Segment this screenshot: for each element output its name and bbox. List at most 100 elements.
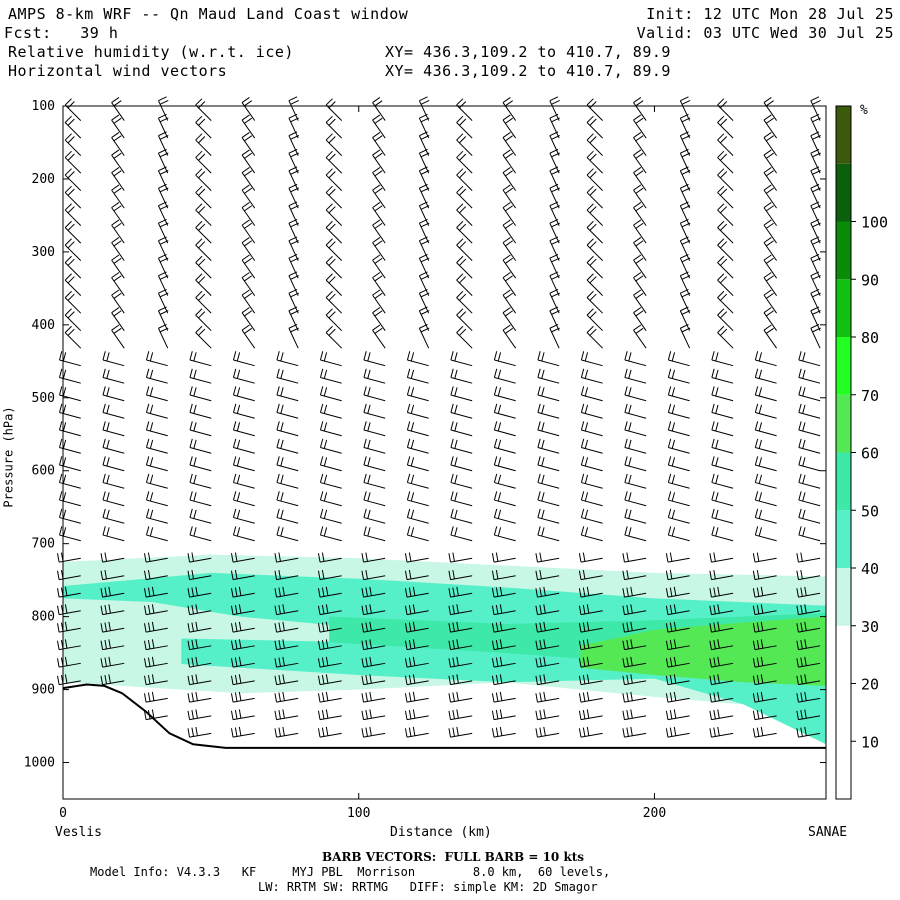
wind-barb [491,726,516,738]
colorbar-swatch [836,510,851,568]
wind-barb [717,185,734,209]
x-tick-label: 0 [59,806,67,821]
wind-barb [624,421,647,437]
wind-barb [622,569,647,581]
wind-barb [325,185,343,209]
wind-barb [580,351,603,367]
wind-barb [456,255,473,279]
wind-barb [798,491,821,507]
wind-barb [493,491,516,507]
wind-barb [502,96,517,121]
wind-barb [145,526,168,542]
wind-barb [187,552,212,563]
wind-barb [796,709,821,721]
wind-barb [372,219,386,244]
colorbar-swatch [836,394,851,453]
wind-barb [404,674,429,686]
wind-barb [325,308,343,332]
wind-barb [624,508,647,524]
wind-barb [667,526,690,542]
wind-barb [549,113,560,139]
wind-barb [796,674,821,686]
wind-barb [363,351,386,367]
wind-barb [796,586,821,598]
wind-barb [549,271,560,296]
wind-barb [230,726,255,738]
wind-barb [145,421,168,437]
wind-barb [187,586,212,598]
wind-barb [586,98,603,121]
wind-barb [363,473,386,489]
wind-barb [711,386,734,402]
wind-barb [754,421,777,437]
wind-barb [491,552,516,563]
wind-barb [810,183,821,209]
wind-barb [232,368,255,384]
wind-barb [665,656,690,668]
wind-barb [763,254,778,279]
wind-barb [241,237,256,261]
wind-barb [763,167,778,191]
wind-barb [406,403,429,419]
wind-barb [145,351,168,367]
wind-barb [448,604,473,616]
colorbar-label: 60 [861,445,879,463]
wind-barb [418,113,430,139]
wind-barb [187,656,212,668]
wind-barb [64,98,82,121]
wind-barb [230,709,255,721]
wind-barb [752,552,777,563]
wind-barb [187,726,212,738]
wind-barb [796,639,821,651]
wind-barb [195,185,212,209]
wind-barb [406,438,429,454]
colorbar-swatch [836,279,851,337]
wind-barb [810,323,821,349]
wind-barb [810,218,821,244]
wind-barb [189,403,212,419]
wind-barb [763,237,778,261]
wind-barb [580,438,603,454]
wind-barb [372,149,386,174]
wind-barb [711,421,734,437]
wind-barb [798,438,821,454]
colorbar-swatch [836,625,851,684]
wind-barb [665,726,690,738]
wind-barb [450,421,473,437]
wind-barb [549,131,560,156]
wind-barb [810,271,821,296]
wind-barb [276,351,299,367]
wind-barb [372,307,386,331]
wind-barb [798,421,821,437]
wind-barb [145,403,168,419]
wind-barb [195,98,212,121]
wind-barb [448,552,473,563]
wind-barb [64,203,82,226]
wind-barb [317,726,342,738]
wind-barb [633,307,647,331]
wind-barb [763,219,778,244]
wind-barb [288,271,299,296]
wind-barb [763,149,778,174]
wind-barb [241,324,256,349]
wind-barb [274,674,299,686]
wind-barb [810,253,821,279]
x-axis-ticks: 0 100 200 [59,106,666,821]
wind-barb [241,202,256,226]
wind-barb [145,508,168,524]
wind-barb [406,456,429,472]
wind-barb [633,114,647,139]
wind-barb [274,621,299,633]
wind-barb [586,133,603,156]
wind-barb [711,526,734,542]
y-tick-label: 1000 [24,756,55,771]
wind-barb [624,456,647,472]
wind-barb [535,691,560,703]
x-axis-title: Distance (km) [390,825,492,840]
wind-barb [586,115,603,139]
wind-barb [64,185,82,209]
wind-barb [754,438,777,454]
wind-barb [754,368,777,384]
wind-barb [363,368,386,384]
wind-barb [624,491,647,507]
